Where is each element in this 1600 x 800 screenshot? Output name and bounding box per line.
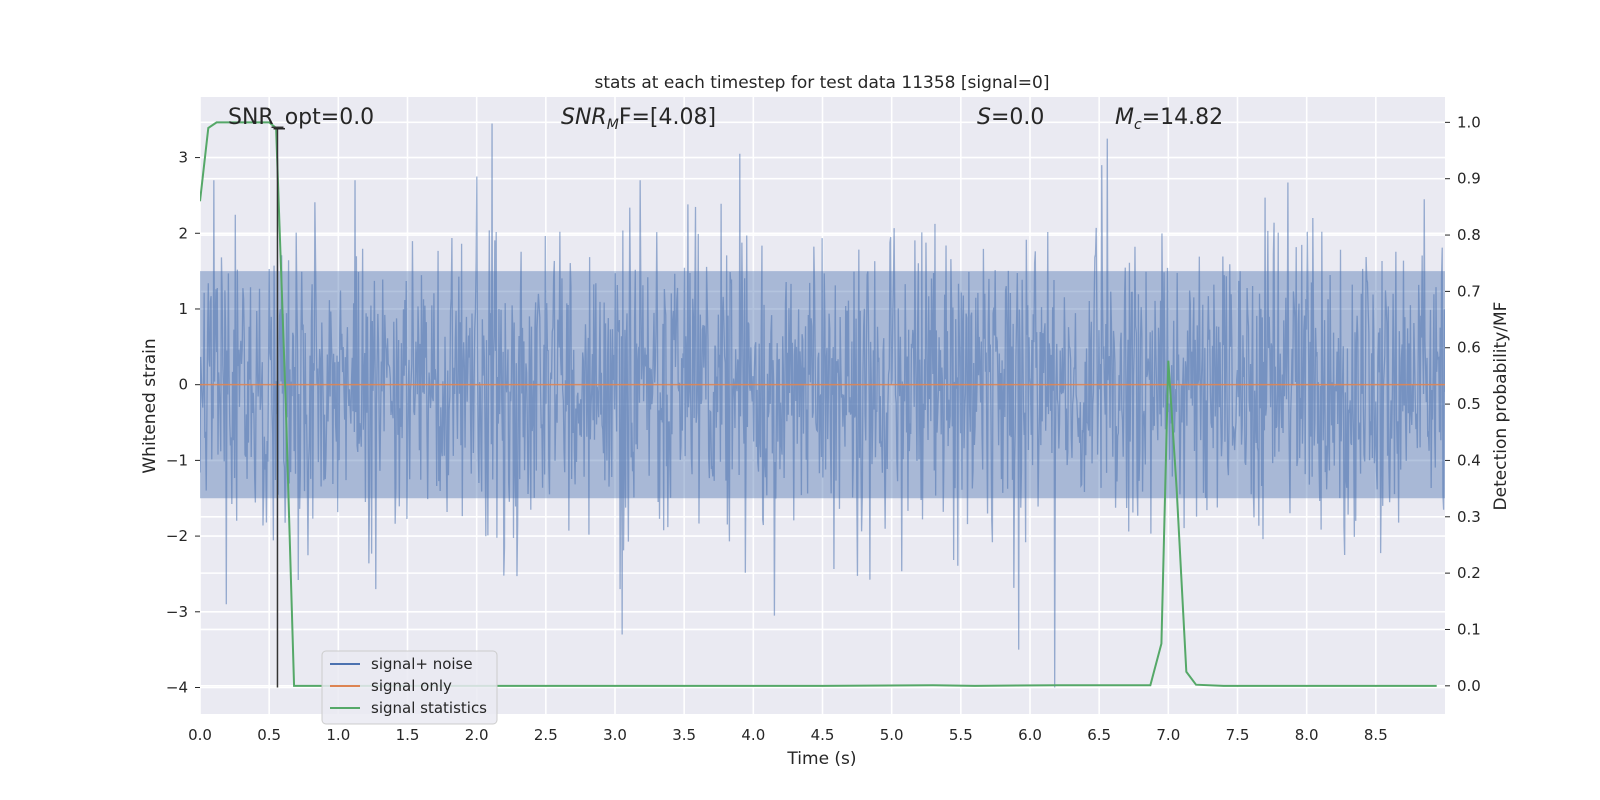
y2-tick-label: 0.7 bbox=[1457, 282, 1481, 300]
plot-lines bbox=[200, 121, 1445, 688]
y2-tick-label: 0.2 bbox=[1457, 564, 1481, 582]
series-signal-statistics bbox=[200, 121, 1437, 687]
y2-tick-label: 0.9 bbox=[1457, 170, 1481, 188]
snr-opt-annotation: SNR_opt=0.0 bbox=[228, 105, 374, 130]
y-tick-label: −3 bbox=[166, 603, 188, 621]
legend: signal+ noise signal only signal statist… bbox=[321, 650, 498, 725]
x-tick-label: 0.0 bbox=[188, 726, 212, 744]
x-tick-label: 5.0 bbox=[880, 726, 904, 744]
x-axis-label: Time (s) bbox=[786, 749, 856, 769]
y-tick-labels: 3 2 1 0 −1 −2 −3 −4 bbox=[166, 149, 188, 697]
y-tick-label: 2 bbox=[178, 224, 188, 242]
y-tick-label: −4 bbox=[166, 679, 188, 697]
snr-mf-subscript: M bbox=[607, 117, 619, 133]
x-tick-label: 5.5 bbox=[949, 726, 973, 744]
legend-label-noise: signal+ noise bbox=[371, 655, 473, 673]
s-annotation: S=0.0 bbox=[977, 105, 1044, 130]
y2-tick-label: 0.5 bbox=[1457, 395, 1481, 413]
x-tick-label: 7.0 bbox=[1156, 726, 1180, 744]
mc-base: M bbox=[1115, 105, 1134, 130]
x-tick-label: 6.0 bbox=[1018, 726, 1042, 744]
y-tick-label: 3 bbox=[178, 149, 188, 167]
chart-title: stats at each timestep for test data 113… bbox=[595, 73, 1050, 93]
y2-tick-label: 0.3 bbox=[1457, 508, 1481, 526]
x-tick-label: 7.5 bbox=[1226, 726, 1250, 744]
x-tick-label: 2.5 bbox=[534, 726, 558, 744]
y2-tick-labels: 1.0 0.9 0.8 0.7 0.6 0.5 0.4 0.3 0.2 0.1 0.0 bbox=[1457, 113, 1481, 694]
snr-mf-annotation: SNRMF=[4.08] bbox=[561, 105, 716, 133]
y2-tick-label: 0.8 bbox=[1457, 226, 1481, 244]
y2-axis-label: Detection probability/MF bbox=[1491, 302, 1511, 511]
series-signal-noise bbox=[200, 123, 1445, 688]
x-tick-label: 1.5 bbox=[396, 726, 420, 744]
y2-tick-label: 0.1 bbox=[1457, 620, 1481, 638]
s-value: =0.0 bbox=[991, 105, 1044, 130]
mc-annotation: Mc=14.82 bbox=[1115, 105, 1223, 133]
snr-mf-base: SNR bbox=[561, 105, 607, 130]
x-tick-label: 1.0 bbox=[326, 726, 350, 744]
y-axis-label: Whitened strain bbox=[140, 338, 160, 473]
x-tick-label: 6.5 bbox=[1087, 726, 1111, 744]
x-tick-label: 4.0 bbox=[741, 726, 765, 744]
legend-label-signal: signal only bbox=[371, 677, 452, 695]
y2-tick-label: 0.6 bbox=[1457, 339, 1481, 357]
legend-label-stats: signal statistics bbox=[371, 699, 487, 717]
y-tick-label: 0 bbox=[178, 376, 188, 394]
y2-tick-label: 0.4 bbox=[1457, 451, 1481, 469]
y-tick-label: −1 bbox=[166, 451, 188, 469]
legend-box bbox=[321, 650, 498, 725]
x-tick-label: 8.0 bbox=[1295, 726, 1319, 744]
x-tick-label: 0.5 bbox=[257, 726, 281, 744]
x-tick-label: 3.5 bbox=[672, 726, 696, 744]
s-base: S bbox=[977, 105, 991, 130]
x-tick-label: 4.5 bbox=[811, 726, 835, 744]
mc-value: =14.82 bbox=[1142, 105, 1223, 130]
mc-subscript: c bbox=[1134, 117, 1142, 133]
y-tick-label: 1 bbox=[178, 300, 188, 318]
x-tick-label: 2.0 bbox=[465, 726, 489, 744]
y2-tick-label: 1.0 bbox=[1457, 113, 1481, 131]
x-tick-label: 8.5 bbox=[1364, 726, 1388, 744]
y2-tick-label: 0.0 bbox=[1457, 677, 1481, 695]
snr-mf-value: F=[4.08] bbox=[619, 105, 716, 130]
x-tick-labels: 0.0 0.5 1.0 1.5 2.0 2.5 3.0 3.5 4.0 4.5 5.0 5.5 6.0 6… bbox=[188, 726, 1388, 744]
x-tick-label: 3.0 bbox=[603, 726, 627, 744]
y-tick-label: −2 bbox=[166, 527, 188, 545]
